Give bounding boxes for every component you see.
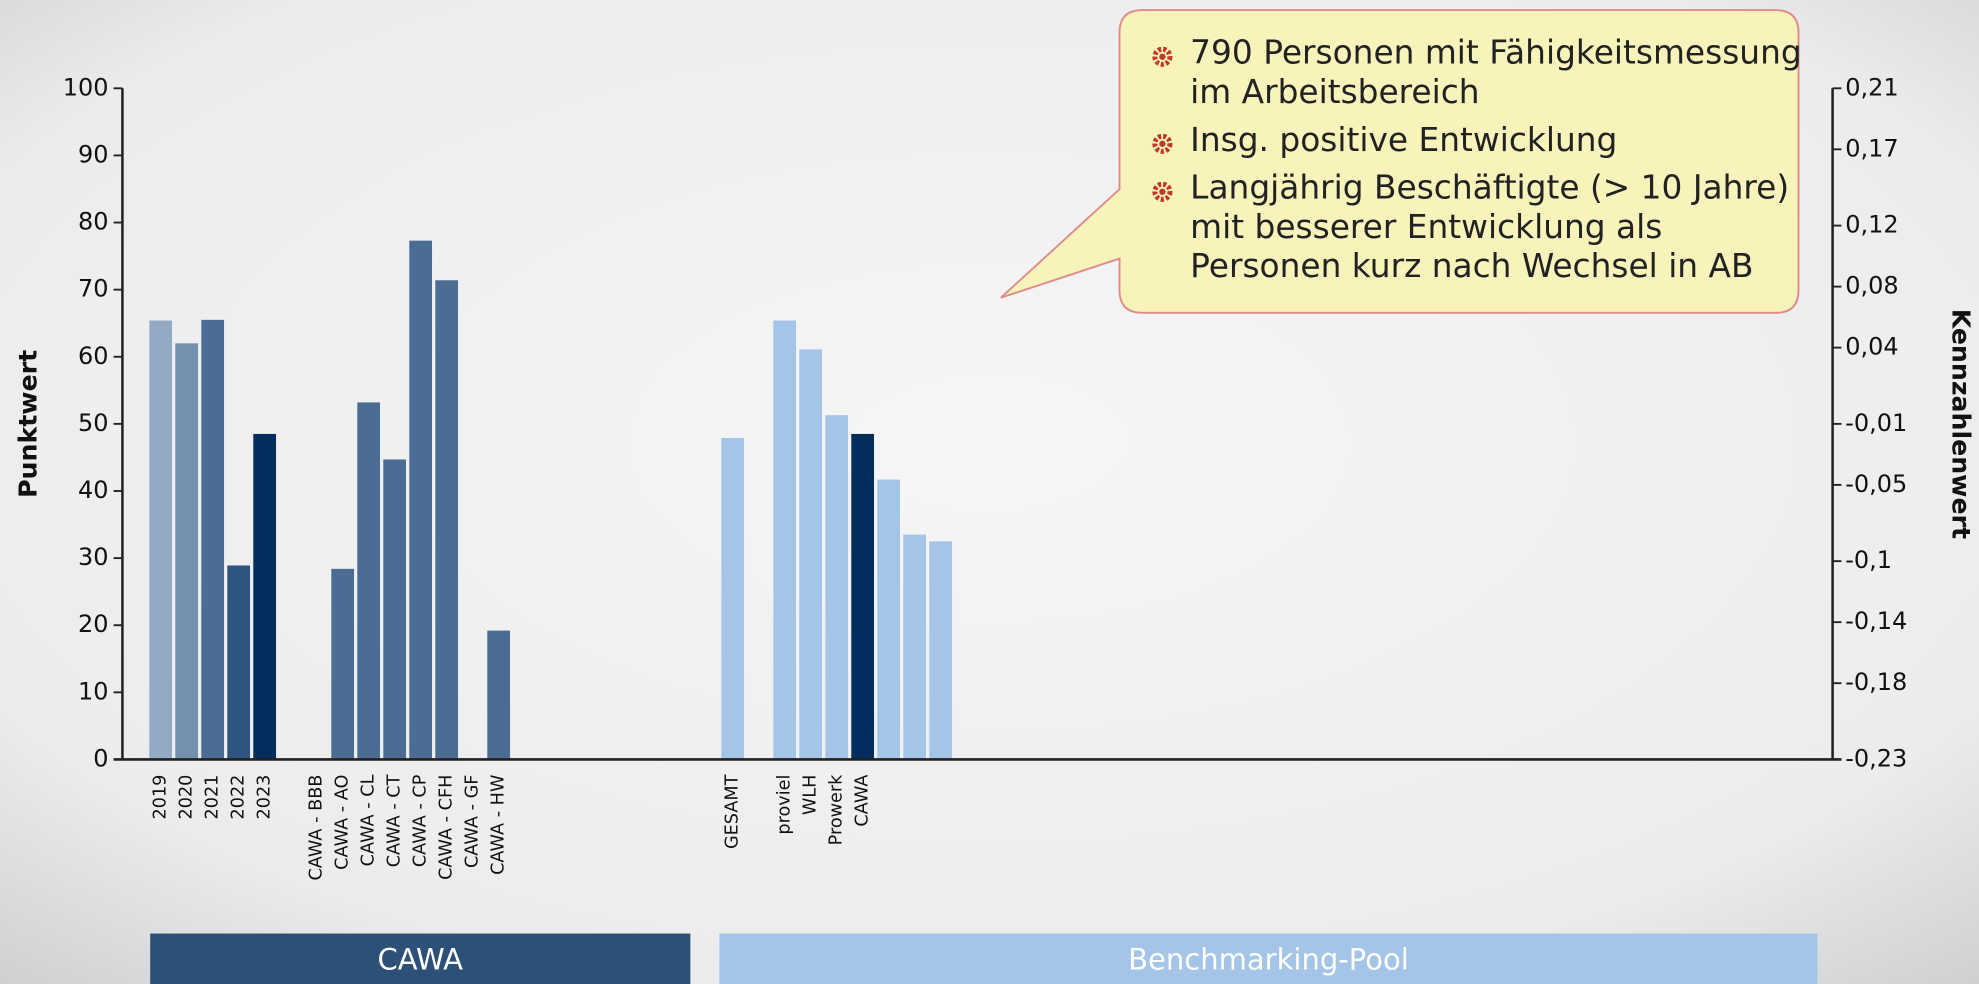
x-tick-label: CAWA - CP [411,774,431,867]
y2-tick-label: -0,1 [1845,546,1892,574]
y2-tick-label: -0,18 [1845,668,1907,696]
x-tick-label: 2021 [203,775,223,820]
y-tick-label: 60 [78,342,109,370]
bullet [1152,133,1173,154]
bar [201,319,225,760]
group-band [150,933,691,984]
callout-line: 790 Personen mit Fähigkeitsmessung [1190,34,1802,72]
x-tick-label: CAWA - CL [359,774,379,866]
y2-tick-label: 0,08 [1845,272,1898,300]
bar [929,541,953,760]
x-tick-label: 2022 [229,775,249,820]
callout-line: im Arbeitsbereich [1190,73,1479,111]
x-tick-label: Prowerk [827,774,847,846]
callout-line: mit besserer Entwicklung als [1190,208,1662,246]
y-tick-label: 70 [78,275,109,303]
bullet-center [1159,140,1166,147]
callout-line: Personen kurz nach Wechsel in AB [1190,247,1753,285]
bullet-center [1159,53,1166,60]
bar [825,415,849,760]
y2-tick-label: -0,05 [1845,470,1907,498]
callout-line: Langjährig Beschäftigte (> 10 Jahre) [1190,169,1789,207]
x-tick-label: 2023 [255,775,275,820]
x-tick-label: CAWA - CFH [437,775,457,880]
y2-tick-label: 0,17 [1845,134,1898,162]
group-label: CAWA [378,942,464,976]
bar [435,280,459,760]
y-tick-label: 10 [78,677,109,705]
bar [175,343,199,760]
bullet [1152,181,1173,202]
x-tick-label: WLH [801,775,821,816]
group-band [719,933,1818,984]
x-tick-label: CAWA [853,775,873,827]
x-tick-label: CAWA - BBB [307,775,327,881]
bar [721,437,745,760]
y2-tick-label: -0,23 [1845,744,1907,772]
group-label: Benchmarking-Pool [1128,942,1409,976]
y-tick-label: 30 [78,543,109,571]
x-tick-label: proviel [775,775,795,835]
y2-tick-label: 0,12 [1845,211,1898,239]
y-axis-title: Punktwert [14,350,43,498]
callout-line: Insg. positive Entwicklung [1190,121,1617,159]
x-tick-label: CAWA - HW [489,775,509,875]
bar [409,240,433,760]
y-tick-label: 90 [78,140,109,168]
bullet [1152,46,1173,67]
y2-tick-label: 0,04 [1845,333,1898,361]
y-tick-label: 20 [78,610,109,638]
bar [903,534,927,760]
y-tick-label: 100 [63,73,109,101]
x-tick-label: 2019 [151,775,171,820]
bar [383,459,407,760]
y-tick-label: 80 [78,208,109,236]
callout [1000,9,1800,314]
y2-axis-title: Kennzahlenwert [1946,309,1975,539]
bar [227,565,251,760]
x-tick-label: CAWA - AO [333,775,353,870]
y-tick-label: 50 [78,409,109,437]
bar [851,433,875,760]
bar [877,479,901,760]
bar [149,320,173,760]
y2-tick-label: -0,14 [1845,607,1907,635]
bar [253,433,277,760]
x-tick-label: GESAMT [723,774,743,849]
bar [773,320,797,760]
bar [357,402,381,760]
bar [487,630,511,760]
bar [331,568,355,760]
bar [799,349,823,760]
y-tick-label: 40 [78,476,109,504]
x-tick-label: 2020 [177,775,197,820]
bullet-center [1159,188,1166,195]
y-tick-label: 0 [93,744,108,772]
y2-tick-label: -0,01 [1845,409,1907,437]
x-tick-label: CAWA - CT [385,774,405,867]
y2-tick-label: 0,21 [1845,73,1898,101]
x-tick-label: CAWA - GF [463,775,483,868]
